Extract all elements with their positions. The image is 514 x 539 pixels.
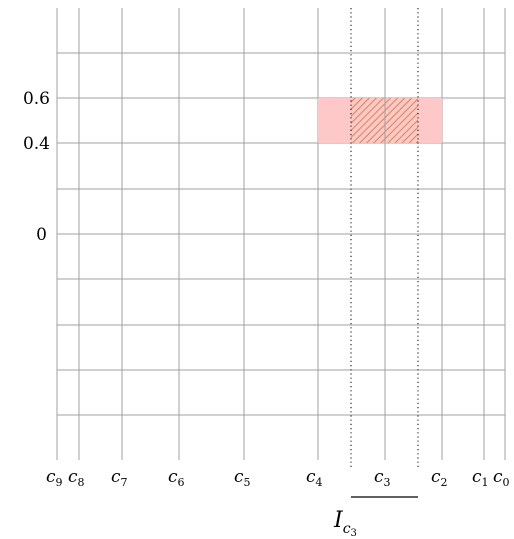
column-label-c5: c5 (234, 467, 251, 489)
grid (56, 8, 506, 460)
column-label-c9: c9 (46, 467, 63, 489)
column-label-c2: c2 (431, 467, 448, 489)
column-label-c3: c3 (374, 467, 391, 489)
column-label-c8: c8 (68, 467, 85, 489)
y-tick-0.4: 0.4 (23, 134, 50, 154)
column-label-c6: c6 (168, 467, 185, 489)
column-label-c4: c4 (306, 467, 323, 489)
y-tick-0.6: 0.6 (23, 89, 50, 109)
column-label-c1: c1 (472, 467, 489, 489)
interval-label: Ic3 (333, 508, 357, 539)
y-tick-0: 0 (36, 225, 47, 245)
column-label-c0: c0 (493, 467, 510, 489)
column-label-c7: c7 (111, 467, 128, 489)
